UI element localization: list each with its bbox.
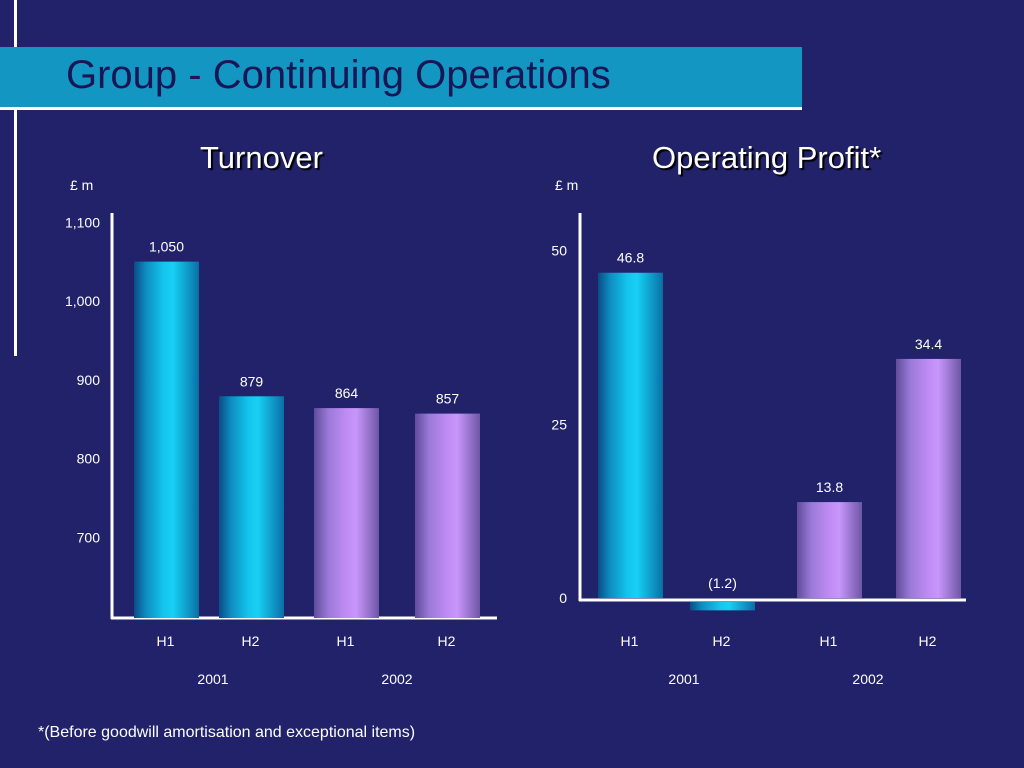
turnover-y-tick-label: 700 bbox=[77, 529, 101, 545]
operating-profit-y-tick-label: 25 bbox=[551, 416, 567, 432]
turnover-bar bbox=[134, 261, 199, 618]
turnover-data-label: 864 bbox=[335, 385, 359, 401]
turnover-bar bbox=[415, 413, 480, 618]
operating-profit-data-label: 46.8 bbox=[617, 250, 644, 266]
operating-profit-y-tick-label: 0 bbox=[559, 590, 567, 606]
turnover-data-label: 857 bbox=[436, 391, 460, 407]
operating-profit-bar bbox=[896, 358, 961, 598]
turnover-unit-label: £ m bbox=[70, 177, 94, 193]
operating-profit-bar bbox=[690, 602, 755, 611]
footnote: *(Before goodwill amortisation and excep… bbox=[38, 724, 416, 741]
turnover-bar bbox=[219, 396, 284, 618]
operating-profit-chart: 0 25 50 46.8 H1 (1.2) H2 13.8 H1 34.4 H2 2001 2002 bbox=[551, 213, 966, 687]
turnover-chart: 700 800 900 1,000 1,100 1,050 H1 879 H2 864 H1 857 H… bbox=[65, 213, 497, 687]
operating-profit-bar bbox=[797, 502, 862, 598]
operating-profit-unit-label: £ m bbox=[555, 177, 579, 193]
turnover-bar bbox=[314, 408, 379, 618]
turnover-year-label: 2002 bbox=[381, 671, 412, 687]
turnover-data-label: 879 bbox=[240, 373, 264, 389]
operating-profit-data-label: (1.2) bbox=[708, 575, 737, 591]
operating-profit-category-label: H1 bbox=[621, 633, 639, 649]
operating-profit-bar bbox=[598, 272, 663, 598]
turnover-category-label: H2 bbox=[438, 633, 456, 649]
turnover-category-label: H1 bbox=[157, 633, 175, 649]
operating-profit-year-label: 2001 bbox=[668, 671, 699, 687]
operating-profit-category-label: H2 bbox=[713, 633, 731, 649]
operating-profit-chart-title: Operating Profit* bbox=[652, 140, 882, 175]
operating-profit-category-label: H1 bbox=[820, 633, 838, 649]
turnover-y-tick-label: 900 bbox=[77, 372, 101, 388]
title-bar: Group - Continuing Operations bbox=[0, 47, 802, 110]
turnover-y-tick-label: 1,000 bbox=[65, 293, 100, 309]
operating-profit-y-tick-label: 50 bbox=[551, 243, 567, 259]
turnover-chart-title: Turnover bbox=[200, 140, 323, 175]
turnover-category-label: H2 bbox=[242, 633, 260, 649]
turnover-y-tick-label: 800 bbox=[77, 451, 101, 467]
operating-profit-category-label: H2 bbox=[919, 633, 937, 649]
operating-profit-data-label: 34.4 bbox=[915, 336, 942, 352]
operating-profit-data-label: 13.8 bbox=[816, 479, 843, 495]
turnover-year-label: 2001 bbox=[197, 671, 228, 687]
operating-profit-year-label: 2002 bbox=[852, 671, 883, 687]
decorative-vertical-line bbox=[14, 0, 17, 356]
slide-title: Group - Continuing Operations bbox=[66, 53, 611, 97]
turnover-y-tick-label: 1,100 bbox=[65, 214, 100, 230]
turnover-data-label: 1,050 bbox=[149, 239, 184, 255]
turnover-category-label: H1 bbox=[337, 633, 355, 649]
